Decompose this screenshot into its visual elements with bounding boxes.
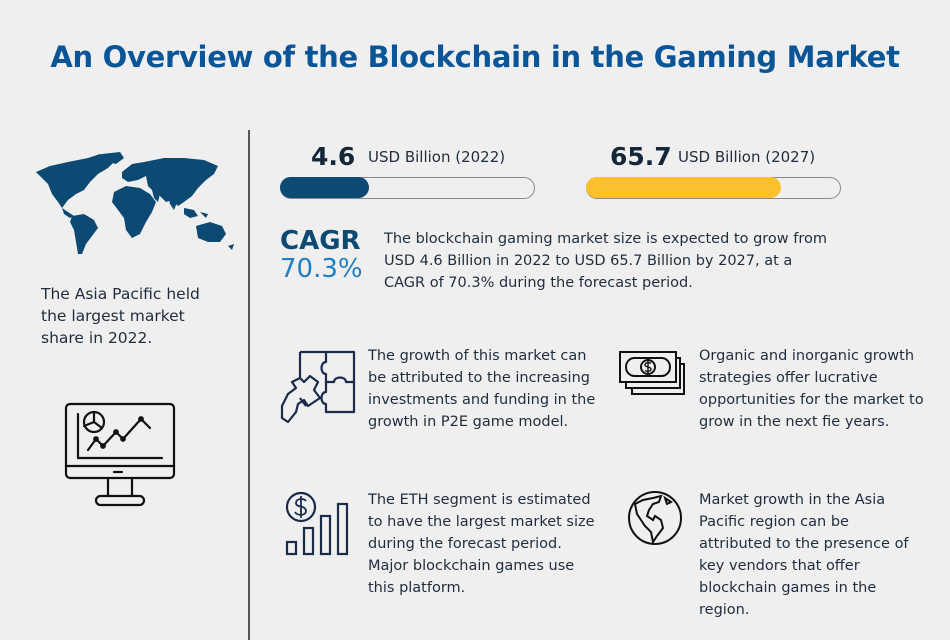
monitor-chart-icon <box>64 402 176 507</box>
insight-text: The ETH segment is estimated to have the… <box>368 492 595 596</box>
region-share-text: The Asia Pacific held the largest market… <box>41 285 200 347</box>
cagr-description: The blockchain gaming market size is exp… <box>384 231 828 291</box>
progress-bar <box>280 177 535 199</box>
world-map-icon <box>36 152 234 254</box>
stat-2022: 4.6 USD Billion (2022) <box>280 142 540 202</box>
stat-label: USD Billion (2027) <box>678 148 816 166</box>
stat-value: 65.7 <box>610 142 672 171</box>
progress-bar-fill <box>586 177 781 198</box>
stat-value: 4.6 <box>311 142 356 171</box>
progress-bar-fill <box>280 177 369 198</box>
progress-bar <box>586 177 841 199</box>
money-stack-icon <box>619 351 685 395</box>
page-title: An Overview of the Blockchain in the Gam… <box>50 40 900 74</box>
insight-text: Organic and inorganic growth strategies … <box>699 348 924 430</box>
insight-text: The growth of this market can be attribu… <box>368 348 596 430</box>
puzzle-hand-icon <box>280 350 356 424</box>
globe-icon <box>628 491 682 545</box>
vertical-divider <box>248 130 250 640</box>
cagr-label: CAGR <box>280 226 361 256</box>
dollar-bar-growth-icon <box>285 491 349 556</box>
cagr-value: 70.3% <box>280 254 363 284</box>
stat-2027: 65.7 USD Billion (2027) <box>586 142 846 202</box>
stat-label: USD Billion (2022) <box>368 148 506 166</box>
insight-text: Market growth in the Asia Pacific region… <box>699 492 909 618</box>
